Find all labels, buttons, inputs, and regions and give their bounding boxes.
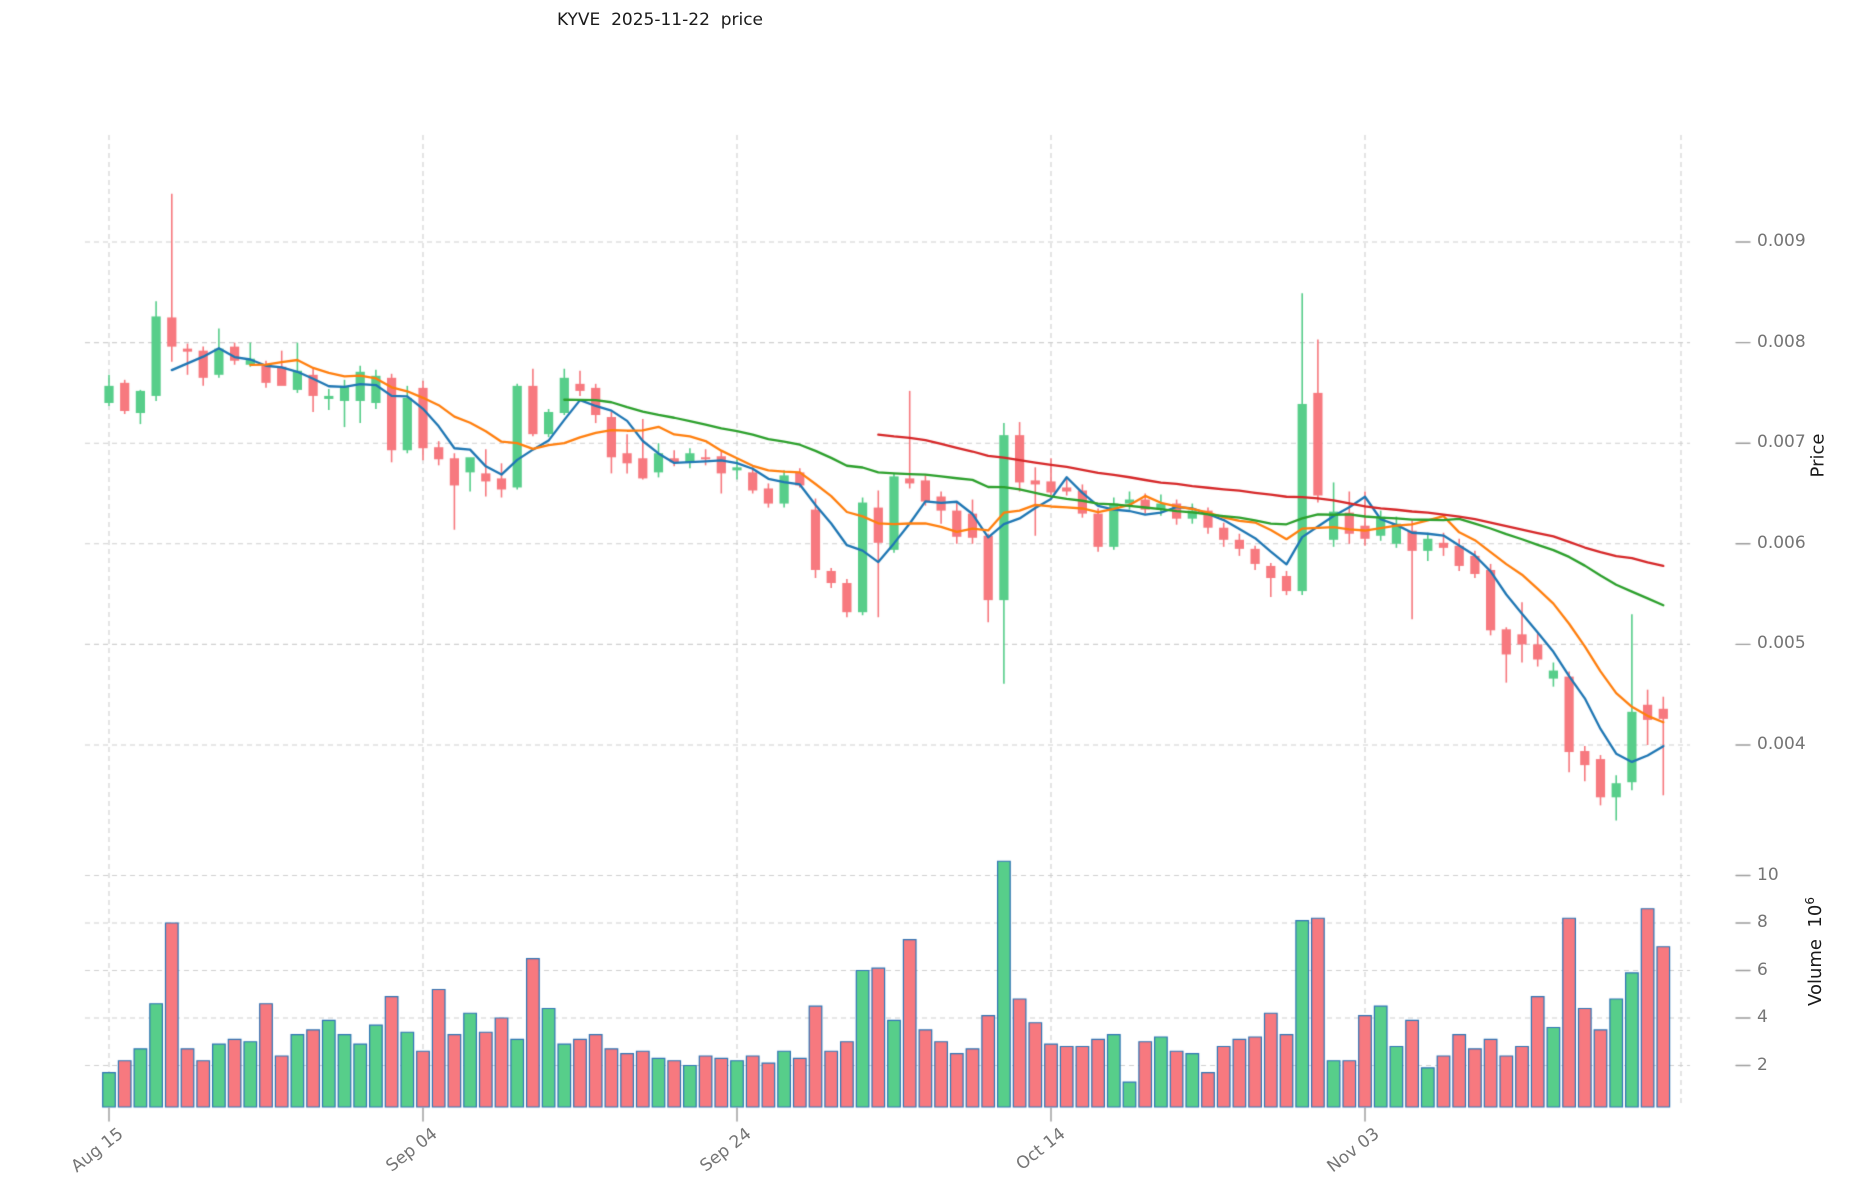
- price-tick-label: 0.005: [1757, 633, 1806, 654]
- volume-tick-label: 8: [1757, 912, 1768, 932]
- price-tick-label: 0.004: [1757, 734, 1806, 754]
- volume-axis-unit-exponent: 6: [1802, 897, 1817, 905]
- volume-tick-label: 2: [1757, 1054, 1768, 1075]
- volume-axis-unit-base: 10: [1804, 904, 1826, 928]
- volume-axis-title: Volume 106: [1803, 897, 1826, 1006]
- chart-title: KYVE 2025-11-22 price: [556, 10, 764, 30]
- price-tick-label: 0.008: [1757, 331, 1806, 352]
- volume-tick-label: 10: [1757, 864, 1779, 885]
- volume-axis-title-text: Volume: [1804, 939, 1826, 1006]
- price-axis-title: Price: [1807, 434, 1828, 478]
- volume-tick-label: 4: [1757, 1007, 1768, 1027]
- price-tick-label: 0.007: [1757, 432, 1806, 453]
- price-tick-label: 0.006: [1757, 532, 1806, 553]
- price-axis-title-text: Price: [1807, 433, 1829, 478]
- volume-tick-label: 6: [1757, 959, 1768, 980]
- price-tick-label: 0.009: [1757, 231, 1806, 251]
